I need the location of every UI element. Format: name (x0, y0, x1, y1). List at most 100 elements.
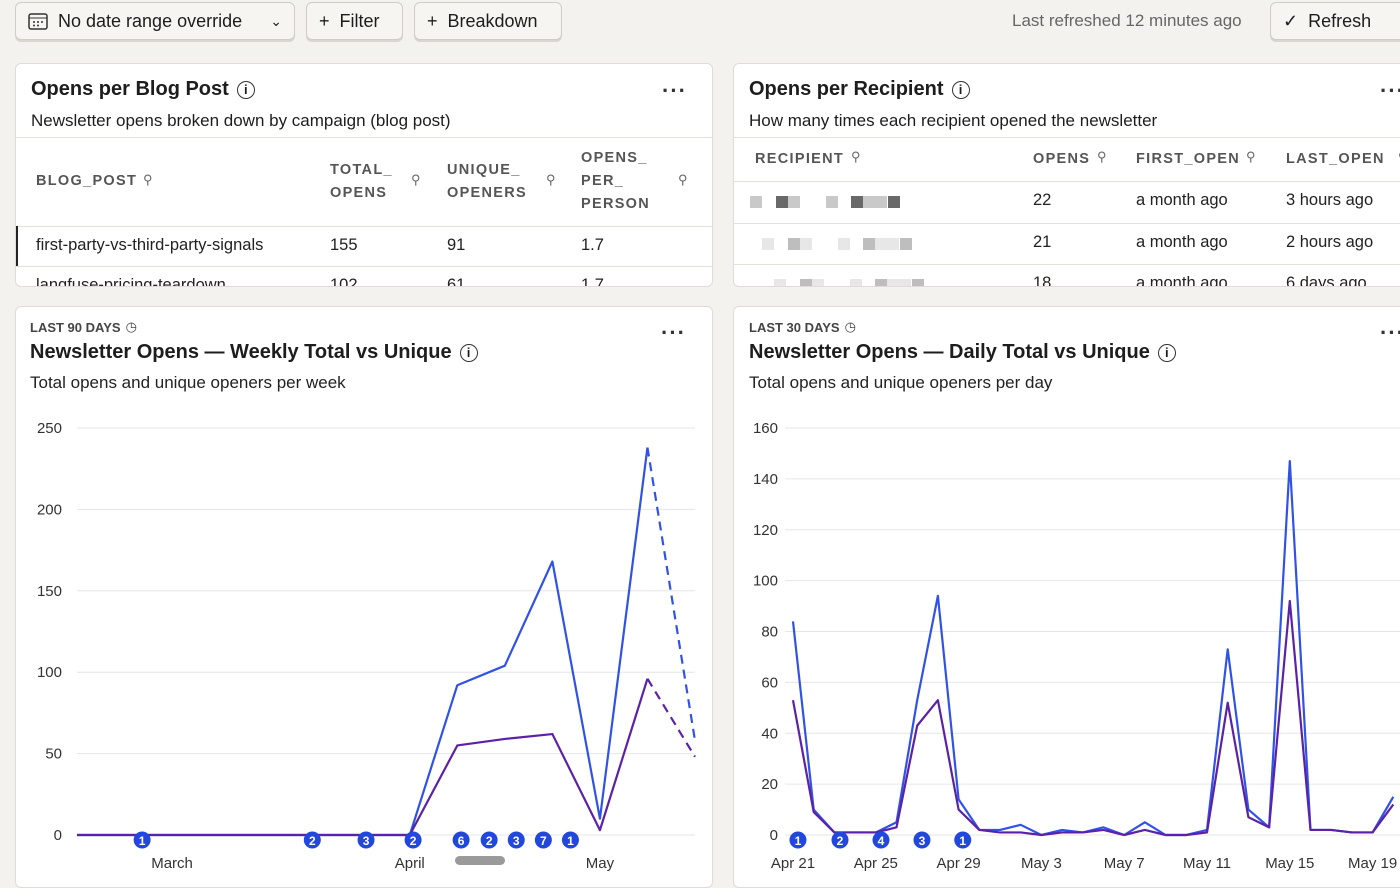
redacted-block (762, 237, 774, 250)
redacted-block (887, 279, 899, 286)
range-text: LAST 30 DAYS (749, 319, 840, 335)
redacted-block (750, 196, 762, 208)
table-cell: a month ago (1136, 191, 1228, 209)
table-cell: 155 (330, 236, 358, 254)
table-cell: 18 (1033, 274, 1052, 287)
annotation-count: 3 (513, 834, 520, 848)
y-tick-label: 20 (761, 776, 778, 793)
info-icon: i (951, 80, 970, 99)
table-cell: 2 hours ago (1286, 232, 1374, 251)
row-divider (734, 264, 1400, 265)
y-tick-label: 200 (37, 501, 62, 518)
refresh-text: Refresh (1308, 10, 1372, 31)
redacted-block (887, 237, 899, 250)
filter-text: Filter (339, 10, 380, 31)
redacted-block (875, 196, 887, 208)
annotation-marker (789, 831, 807, 849)
last-refreshed: Last refreshed 12 minutes ago (1012, 11, 1242, 30)
table-cell: 22 (1033, 191, 1052, 209)
redacted-block (774, 279, 786, 286)
pin-icon: ⚲ (143, 171, 153, 187)
title-text: Opens per Recipient (749, 78, 944, 100)
menu-button[interactable]: ··· (662, 78, 687, 103)
chart-subtitle: Total opens and unique openers per day (749, 373, 1053, 392)
annotation-marker (507, 831, 525, 849)
annotation-marker (534, 831, 552, 849)
annotation-marker (913, 831, 931, 849)
y-tick-label: 0 (770, 827, 778, 844)
chart-subtitle: Total opens and unique openers per week (30, 373, 346, 392)
redacted-block (875, 279, 887, 286)
table-cell: a month ago (1136, 232, 1228, 251)
annotation-count: 2 (837, 834, 844, 848)
y-tick-label: 50 (45, 746, 62, 763)
table-cell: 1.7 (581, 276, 604, 287)
pin-icon: ⚲ (1097, 149, 1107, 164)
redacted-block (850, 279, 862, 286)
redacted-block (863, 196, 875, 208)
divider (16, 137, 712, 138)
redacted-block (788, 196, 800, 208)
annotation-count: 1 (567, 834, 574, 848)
check-icon: ✓ (1283, 10, 1299, 31)
date-range-button[interactable]: No date range override ⌄ (15, 2, 295, 40)
date-range-text: No date range override (58, 10, 243, 31)
annotation-count: 6 (458, 834, 465, 848)
panel-title: Opens per Blog Post i (31, 78, 255, 101)
filter-button[interactable]: + Filter (306, 2, 403, 40)
table-cell: 3 hours ago (1286, 191, 1374, 209)
breakdown-button[interactable]: + Breakdown (414, 2, 562, 40)
pin-icon: ⚲ (1246, 149, 1256, 164)
table-cell: 61 (447, 276, 466, 287)
redacted-block (826, 196, 838, 208)
menu-button[interactable]: ··· (1380, 78, 1400, 103)
column-header: OPENS (1033, 150, 1091, 167)
series-line (791, 459, 1395, 837)
table-cell: langfuse-pricing-teardown (36, 276, 226, 287)
y-tick-label: 60 (761, 674, 778, 691)
plus-icon: + (319, 10, 330, 31)
table-panel: Opens per Recipient i How many times each … (733, 63, 1400, 287)
column-header: FIRST_OPEN (1136, 150, 1241, 167)
redacted-block (776, 196, 788, 208)
annotation-marker (872, 831, 890, 849)
annotation-count: 2 (309, 834, 316, 848)
redacted-block (912, 279, 924, 286)
pin-icon: ⚲ (546, 171, 556, 187)
menu-button[interactable]: ··· (1380, 320, 1400, 345)
annotation-count: 1 (795, 834, 802, 848)
series-line (77, 447, 649, 837)
y-tick-label: 250 (37, 420, 62, 437)
menu-button[interactable]: ··· (661, 320, 686, 345)
y-tick-label: 100 (753, 573, 778, 590)
y-tick-label: 140 (753, 471, 778, 488)
annotation-marker (357, 831, 375, 849)
column-header: RECIPIENT (755, 150, 845, 167)
annotation-marker (133, 831, 151, 849)
y-tick-label: 160 (753, 420, 778, 437)
divider (734, 137, 1400, 138)
series-line (791, 599, 1395, 837)
annotation-marker (480, 831, 498, 849)
annotation-count: 1 (139, 834, 146, 848)
series-line-incomplete (646, 447, 697, 741)
y-tick-label: 40 (761, 725, 778, 742)
pin-icon: ⚲ (411, 171, 421, 187)
refresh-button[interactable]: ✓ Refresh (1270, 2, 1400, 40)
column-header: UNIQUE_ OPENERS (447, 161, 528, 201)
column-header: OPENS_ PER_ PERSON (581, 150, 651, 212)
annotation-marker (954, 831, 972, 849)
redacted-block (863, 237, 875, 250)
x-tick-label: May (586, 855, 615, 872)
pin-icon: ⚲ (1398, 149, 1400, 165)
annotation-count: 3 (919, 834, 926, 848)
title-text: Newsletter Opens — Daily Total vs Unique (749, 341, 1150, 363)
annotation-marker (561, 831, 579, 849)
redacted-block (899, 279, 911, 286)
table-panel: Opens per Blog Post i Newsletter opens bro… (15, 63, 713, 287)
x-tick-label: Apr 21 (771, 855, 815, 872)
y-tick-label: 0 (54, 827, 62, 844)
redacted-block (800, 279, 812, 286)
